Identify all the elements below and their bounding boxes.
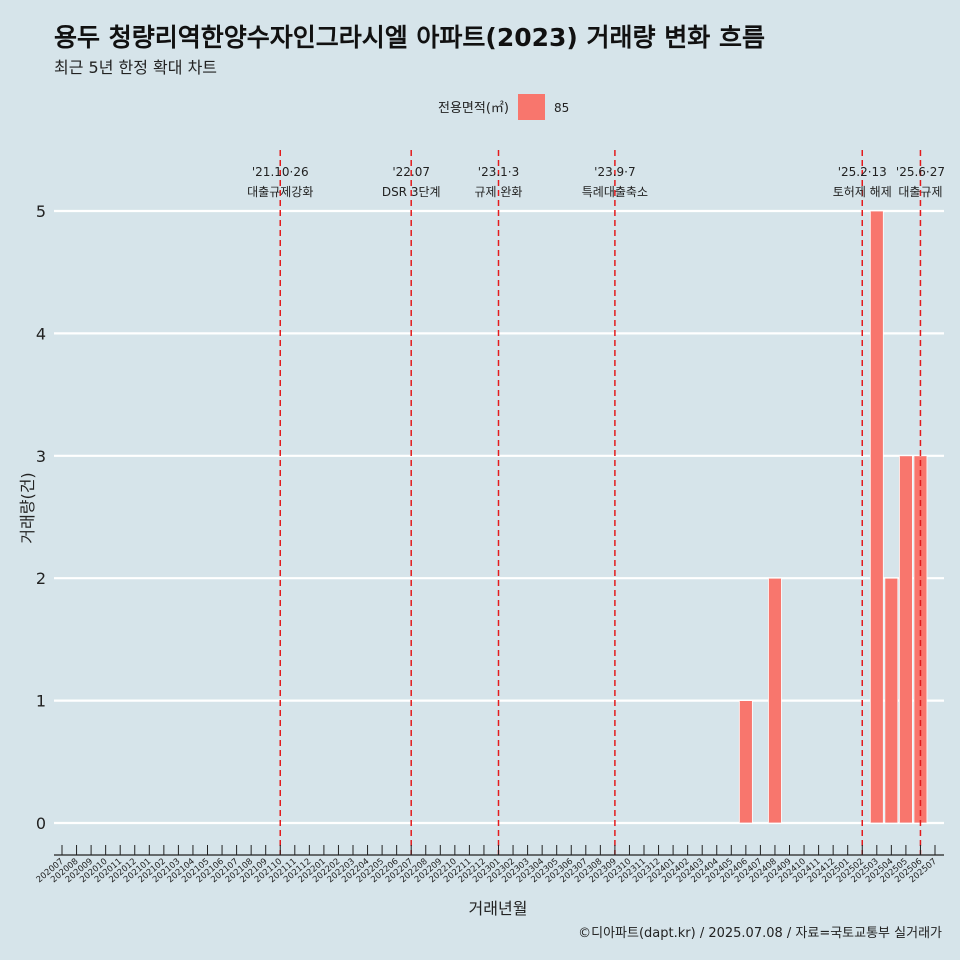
annotation-date: '23.1·3: [478, 165, 519, 179]
bar: [899, 455, 913, 824]
y-tick-label: 5: [36, 202, 46, 221]
y-axis-label: 거래량(건): [18, 472, 37, 543]
chart-title: 용두 청량리역한양수자인그라시엘 아파트(2023) 거래량 변화 흐름: [54, 23, 765, 52]
annotation-label: 대출규제강화: [247, 185, 313, 199]
annotation-label: 대출규제: [898, 185, 942, 199]
annotation-date: '25.6·27: [896, 165, 945, 179]
annotation-date: '22.07: [392, 165, 430, 179]
bar: [738, 700, 753, 824]
y-tick-label: 1: [36, 692, 46, 711]
y-tick-label: 4: [36, 324, 46, 343]
legend-swatch: [518, 94, 545, 120]
chart-caption: ©디아파트(dapt.kr) / 2025.07.08 / 자료=국토교통부 실…: [578, 926, 942, 941]
bar: [869, 210, 884, 824]
bar: [768, 577, 782, 824]
annotation-label: 특례대출축소: [582, 185, 648, 199]
annotation-label: 규제 완화: [475, 185, 523, 199]
annotation-date: '25.2·13: [838, 165, 887, 179]
annotation-date: '21.10·26: [252, 165, 309, 179]
legend-title: 전용면적(㎡): [438, 101, 509, 116]
legend-entry: 85: [554, 101, 569, 115]
annotation-date: '23.9·7: [594, 165, 635, 179]
x-axis-label: 거래년월: [469, 899, 528, 918]
bar: [884, 577, 899, 824]
annotation-label: DSR 3단계: [382, 185, 441, 199]
y-tick-label: 3: [36, 447, 46, 466]
annotation-label: 토허제 해제: [833, 185, 892, 199]
y-tick-label: 0: [36, 814, 46, 833]
chart-subtitle: 최근 5년 한정 확대 차트: [54, 58, 218, 77]
y-tick-label: 2: [36, 569, 46, 588]
